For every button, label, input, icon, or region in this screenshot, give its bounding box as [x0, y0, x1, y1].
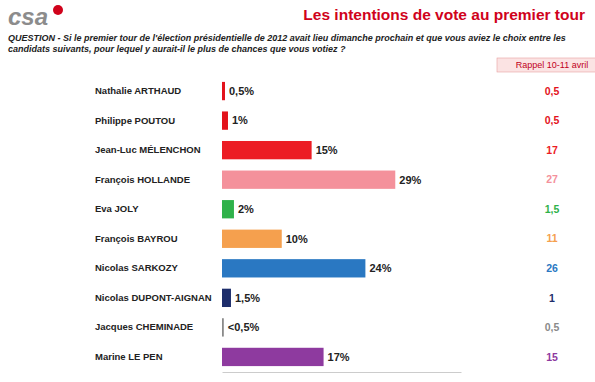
- bar: [222, 230, 282, 248]
- data-label: <0,5%: [228, 321, 260, 333]
- x-axis: [223, 372, 462, 373]
- rappel-value: 1: [549, 292, 555, 304]
- bar: [222, 141, 312, 159]
- rappel-header-box: [497, 58, 595, 72]
- rappel-value: 17: [546, 144, 558, 156]
- bar: [222, 289, 231, 307]
- rappel-value: 11: [546, 232, 557, 244]
- category-label: François HOLLANDE: [95, 174, 190, 185]
- data-label: 17%: [328, 351, 350, 363]
- logo: csa: [8, 3, 48, 30]
- y-tick: Philippe POUTOU: [95, 115, 175, 126]
- category-label: Nicolas DUPONT-AIGNAN: [95, 292, 212, 303]
- rappel-value: 1,5: [545, 203, 560, 215]
- bar: [222, 259, 365, 277]
- category-label: Philippe POUTOU: [95, 115, 175, 126]
- rappel-value: 27: [546, 173, 558, 185]
- bar: [222, 348, 324, 366]
- y-axis: Nathalie ARTHAUD Philippe POUTOU Jean-Luc …: [95, 85, 212, 362]
- rappel-value: 26: [546, 262, 558, 274]
- y-tick: François BAYROU: [95, 233, 178, 244]
- category-label: Nathalie ARTHAUD: [95, 85, 181, 96]
- subtitle: QUESTION - Si le premier tour de l'élect…: [8, 33, 566, 54]
- y-tick: Jean-Luc MÉLENCHON: [95, 144, 201, 155]
- bar: [222, 318, 224, 336]
- bar: [222, 171, 395, 189]
- rappel-value: 15: [546, 351, 558, 363]
- y-tick: Nicolas DUPONT-AIGNAN: [95, 292, 212, 303]
- data-label: 29%: [399, 174, 421, 186]
- data-labels: 0,5% 1% 15% 29% 2% 10% 24% 1,5% <0,5% 17%: [228, 85, 422, 363]
- chart: csa Les intentions de vote au premier tou…: [0, 0, 595, 382]
- y-tick: Marine LE PEN: [95, 351, 163, 362]
- y-tick: Nicolas SARKOZY: [95, 262, 179, 273]
- data-label: 15%: [316, 144, 338, 156]
- category-label: Marine LE PEN: [95, 351, 163, 362]
- data-label: 0,5%: [229, 85, 254, 97]
- logo-mark: [53, 5, 63, 15]
- category-label: Jacques CHEMINADE: [95, 321, 193, 332]
- category-label: Jean-Luc MÉLENCHON: [95, 144, 201, 155]
- data-label: 1,5%: [235, 292, 260, 304]
- rappel-value: 0,5: [545, 85, 560, 97]
- rappel-values: 0,5 0,5 17 27 1,5 11 26 1 0,5 15: [545, 85, 560, 363]
- data-label: 24%: [369, 262, 391, 274]
- y-tick: Jacques CHEMINADE: [95, 321, 193, 332]
- y-tick: Eva JOLY: [95, 203, 139, 214]
- rappel-header: Rappel 10-11 avril: [516, 60, 588, 70]
- bars: [222, 82, 395, 366]
- y-tick: François HOLLANDE: [95, 174, 190, 185]
- rappel-value: 0,5: [545, 321, 560, 333]
- x-axis-line: [223, 372, 462, 373]
- bar: [222, 82, 225, 100]
- category-label: Eva JOLY: [95, 203, 139, 214]
- category-label: Nicolas SARKOZY: [95, 262, 179, 273]
- data-label: 1%: [232, 114, 248, 126]
- bar: [222, 111, 228, 129]
- rappel-value: 0,5: [545, 114, 560, 126]
- title: Les intentions de vote au premier tour: [303, 6, 585, 23]
- category-label: François BAYROU: [95, 233, 178, 244]
- bar: [222, 200, 234, 218]
- y-tick: Nathalie ARTHAUD: [95, 85, 181, 96]
- data-label: 10%: [286, 233, 308, 245]
- data-label: 2%: [238, 203, 254, 215]
